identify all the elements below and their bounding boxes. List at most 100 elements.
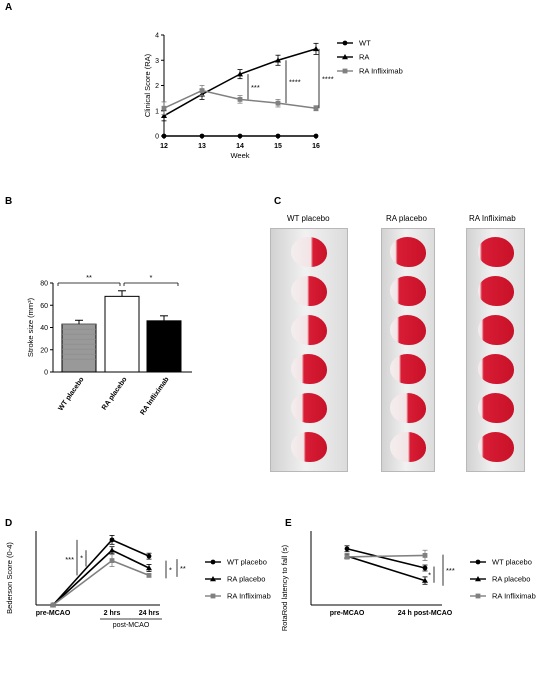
brain-slice (390, 393, 426, 423)
brain-slice (291, 432, 327, 462)
x-tick-label: pre-MCAO (330, 610, 365, 617)
photo-label-wt-placebo: WT placebo (287, 214, 330, 223)
significance-label: ** (180, 564, 186, 573)
legend-label-2: RA Infliximab (227, 592, 271, 601)
data-point-2-0 (344, 554, 350, 560)
x-tick-label: 13 (198, 143, 206, 150)
data-point-2-1 (422, 553, 428, 558)
data-point-2-2 (237, 96, 243, 102)
significance-label: * (428, 571, 431, 580)
legend-label-1: RA (359, 53, 369, 62)
group-label: post-MCAO (113, 622, 150, 629)
y-tick-label: 60 (40, 303, 48, 310)
photo-label-ra-infliximab: RA Infliximab (469, 214, 516, 223)
significance-label: **** (289, 78, 301, 87)
y-tick-label: 0 (44, 370, 48, 377)
data-point-2-4 (313, 105, 319, 111)
brain-slice (291, 315, 327, 345)
bar-2 (146, 320, 182, 373)
bar-0 (61, 323, 97, 373)
legend-marker-0 (210, 559, 216, 565)
data-point-0-1 (109, 537, 115, 543)
data-point-2-1 (199, 88, 205, 93)
panel-letter-d: D (5, 518, 13, 529)
significance-label: *** (65, 555, 74, 564)
significance-label: * (169, 565, 172, 574)
data-point-1-1 (109, 547, 115, 553)
brain-slice (390, 432, 426, 462)
y-tick-label: 2 (155, 83, 159, 90)
x-tick-label: 15 (274, 143, 282, 150)
series-line-1 (346, 555, 426, 582)
x-tick-label: 24 h post-MCAO (398, 610, 453, 617)
brain-slice (390, 354, 426, 384)
y-tick-label: 3 (155, 58, 159, 65)
data-point-2-0 (50, 602, 56, 608)
legend-label-1: RA placebo (492, 575, 530, 584)
y-axis-title: Stroke size (mm³) (26, 297, 35, 357)
data-point-1-4 (313, 45, 319, 52)
y-tick-label: 20 (40, 347, 48, 354)
y-tick-label: 4 (155, 33, 159, 40)
brain-slice (477, 315, 514, 345)
brain-slice (390, 315, 426, 345)
data-point-0-0 (161, 133, 167, 139)
significance-label: **** (322, 75, 334, 84)
legend-label-1: RA placebo (227, 575, 265, 584)
y-axis-title: RotaRod latency to fall (s) (280, 544, 289, 631)
y-tick-label: 80 (40, 281, 48, 288)
y-tick-label: 1 (155, 108, 159, 115)
series-line-2 (346, 554, 426, 558)
brain-slice (291, 393, 327, 423)
data-point-1-2 (237, 71, 243, 77)
legend-marker-2 (342, 68, 348, 74)
panel-letter-c: C (274, 196, 282, 207)
data-point-1-2 (146, 565, 152, 571)
significance-label: * (150, 273, 153, 282)
slice-column (381, 228, 435, 472)
legend-label-2: RA Infliximab (359, 67, 403, 76)
brain-slice (477, 237, 514, 267)
significance-label: *** (251, 83, 260, 92)
y-axis-title: Bederson Score (0-4) (5, 542, 14, 614)
x-tick-label: 14 (236, 143, 244, 150)
legend-label-0: WT placebo (227, 558, 267, 567)
slice-column (466, 228, 525, 472)
brain-slice (390, 237, 426, 267)
brain-slice (477, 432, 514, 462)
brain-slice (477, 393, 514, 423)
photo-label-ra-placebo: RA placebo (386, 214, 427, 223)
brain-slice (477, 354, 514, 384)
brain-slice (390, 276, 426, 306)
data-point-2-2 (146, 573, 152, 578)
legend-marker-2 (210, 593, 216, 599)
data-point-0-2 (146, 553, 152, 559)
data-point-0-1 (422, 565, 428, 571)
significance-label: *** (446, 566, 455, 575)
data-point-2-3 (275, 100, 281, 106)
legend-label-0: WT placebo (492, 558, 532, 567)
series-line-0 (346, 547, 426, 569)
legend-label-2: RA Infliximab (492, 592, 536, 601)
data-point-0-4 (313, 133, 319, 139)
x-tick-label: 12 (160, 143, 168, 150)
legend-marker-0 (475, 559, 481, 565)
x-tick-label: pre-MCAO (36, 610, 71, 617)
x-tick-label: 16 (312, 143, 320, 150)
brain-slice (477, 276, 514, 306)
brain-slice (291, 354, 327, 384)
data-point-0-1 (199, 133, 205, 139)
slice-column (270, 228, 348, 472)
y-tick-label: 40 (40, 325, 48, 332)
data-point-0-2 (237, 133, 243, 139)
bar-1 (104, 295, 140, 373)
x-tick-label: 2 hrs (104, 610, 121, 617)
legend-marker-1 (342, 54, 348, 60)
y-axis-title: Clinical Score (RA) (143, 53, 152, 117)
legend-marker-1 (210, 576, 216, 582)
legend-marker-2 (475, 593, 481, 599)
